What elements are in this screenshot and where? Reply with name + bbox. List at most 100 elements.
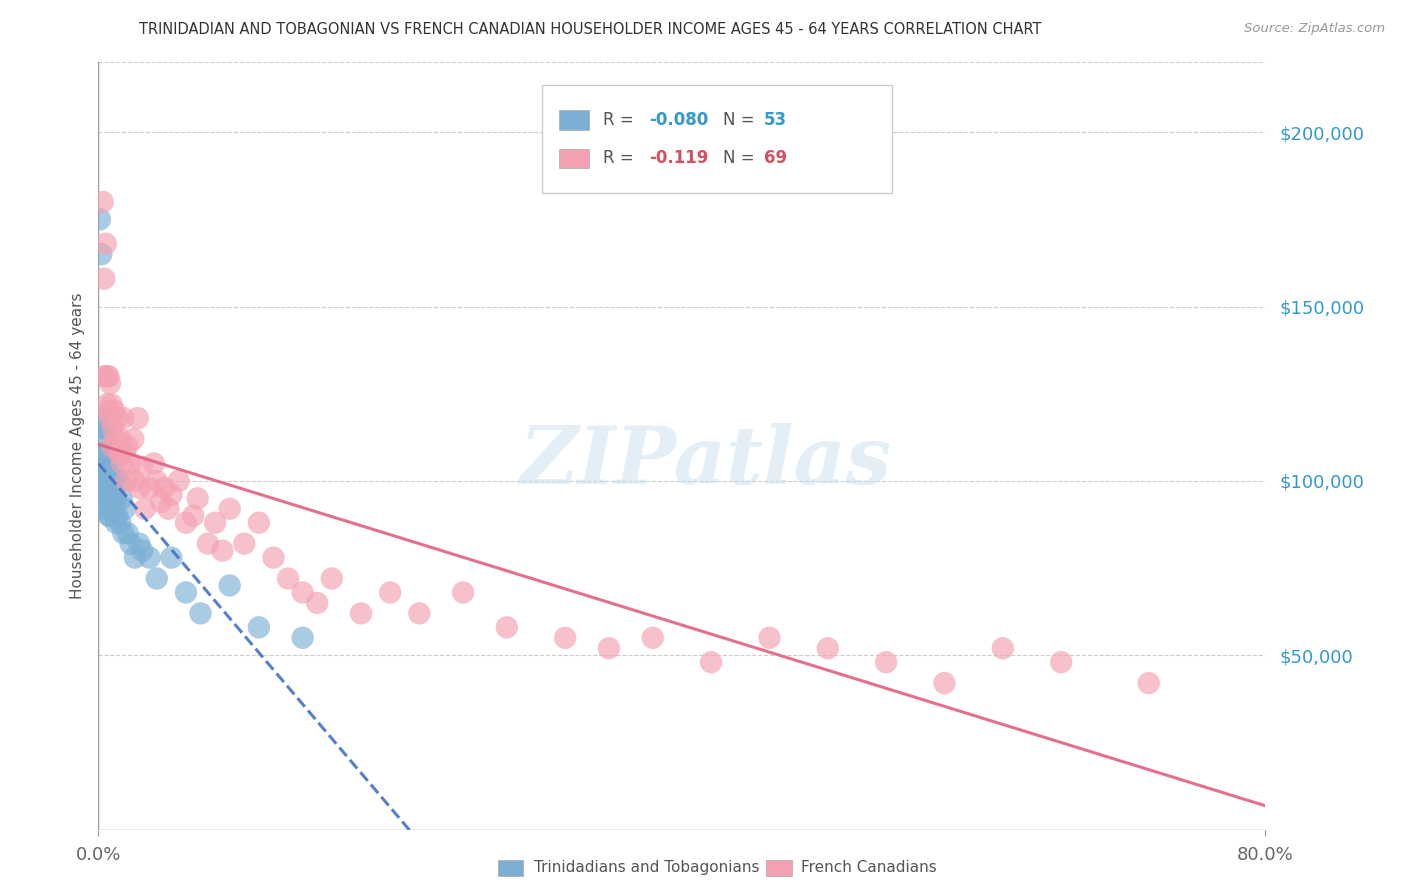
- Point: [104, 432, 127, 446]
- Point: [110, 432, 132, 446]
- Point: [127, 411, 149, 425]
- Point: [98, 474, 121, 488]
- Point: [94, 236, 117, 251]
- Point: [408, 607, 430, 621]
- Point: [89, 212, 111, 227]
- Point: [96, 484, 118, 499]
- Point: [108, 446, 131, 460]
- Point: [103, 501, 125, 516]
- Point: [174, 585, 197, 599]
- Point: [93, 446, 115, 460]
- Point: [218, 501, 240, 516]
- Point: [93, 488, 115, 502]
- Point: [98, 508, 121, 523]
- Point: [991, 641, 1014, 656]
- Point: [380, 585, 402, 599]
- Point: [96, 446, 118, 460]
- Point: [291, 585, 314, 599]
- Point: [641, 631, 664, 645]
- Point: [91, 446, 114, 460]
- Point: [211, 543, 233, 558]
- Point: [167, 474, 190, 488]
- Point: [554, 631, 576, 645]
- Point: [817, 641, 839, 656]
- Point: [100, 439, 122, 453]
- Point: [153, 481, 176, 495]
- Point: [138, 481, 160, 495]
- Point: [90, 247, 112, 261]
- Point: [96, 397, 118, 411]
- Point: [1050, 655, 1073, 669]
- Point: [131, 459, 153, 474]
- Point: [97, 453, 120, 467]
- Point: [97, 508, 120, 523]
- Point: [94, 481, 117, 495]
- Point: [96, 467, 118, 481]
- Point: [307, 596, 329, 610]
- Point: [100, 501, 122, 516]
- Point: [93, 474, 115, 488]
- Point: [112, 526, 135, 541]
- Point: [104, 516, 127, 530]
- Text: TRINIDADIAN AND TOBAGONIAN VS FRENCH CANADIAN HOUSEHOLDER INCOME AGES 45 - 64 YE: TRINIDADIAN AND TOBAGONIAN VS FRENCH CAN…: [139, 22, 1042, 37]
- Point: [187, 491, 209, 506]
- Point: [124, 550, 146, 565]
- Point: [101, 491, 124, 506]
- Point: [90, 411, 112, 425]
- Point: [108, 474, 131, 488]
- FancyBboxPatch shape: [560, 149, 589, 168]
- Point: [101, 421, 124, 435]
- Point: [157, 501, 180, 516]
- Point: [124, 474, 146, 488]
- Point: [111, 457, 134, 471]
- Point: [350, 607, 373, 621]
- Point: [103, 404, 125, 418]
- Point: [218, 578, 240, 592]
- Point: [97, 369, 120, 384]
- Text: Trinidadians and Tobagonians: Trinidadians and Tobagonians: [534, 860, 759, 874]
- Point: [146, 572, 169, 586]
- Point: [117, 526, 139, 541]
- Point: [96, 369, 118, 384]
- Text: 69: 69: [763, 149, 787, 168]
- Point: [94, 421, 117, 435]
- Point: [190, 607, 212, 621]
- Point: [98, 376, 121, 391]
- Point: [598, 641, 620, 656]
- Point: [233, 536, 256, 550]
- Point: [104, 491, 127, 506]
- Point: [174, 516, 197, 530]
- Point: [131, 543, 153, 558]
- Text: -0.080: -0.080: [650, 111, 709, 129]
- Point: [114, 446, 136, 460]
- Point: [700, 655, 723, 669]
- Point: [197, 536, 219, 550]
- Point: [110, 446, 132, 460]
- Text: N =: N =: [723, 111, 759, 129]
- Point: [451, 585, 474, 599]
- Point: [97, 474, 120, 488]
- Point: [875, 655, 897, 669]
- Text: 53: 53: [763, 111, 787, 129]
- Point: [120, 536, 142, 550]
- Point: [160, 550, 183, 565]
- Text: R =: R =: [603, 111, 638, 129]
- Text: N =: N =: [723, 149, 759, 168]
- Point: [758, 631, 780, 645]
- Y-axis label: Householder Income Ages 45 - 64 years: Householder Income Ages 45 - 64 years: [69, 293, 84, 599]
- Point: [117, 439, 139, 453]
- FancyBboxPatch shape: [560, 111, 589, 129]
- Point: [97, 491, 120, 506]
- Point: [1137, 676, 1160, 690]
- Point: [321, 572, 343, 586]
- Point: [128, 536, 150, 550]
- Point: [91, 457, 114, 471]
- Point: [247, 516, 270, 530]
- Point: [100, 397, 122, 411]
- Point: [94, 446, 117, 460]
- Point: [115, 474, 138, 488]
- Point: [262, 550, 284, 565]
- Point: [277, 572, 299, 586]
- Point: [138, 550, 160, 565]
- Point: [110, 516, 132, 530]
